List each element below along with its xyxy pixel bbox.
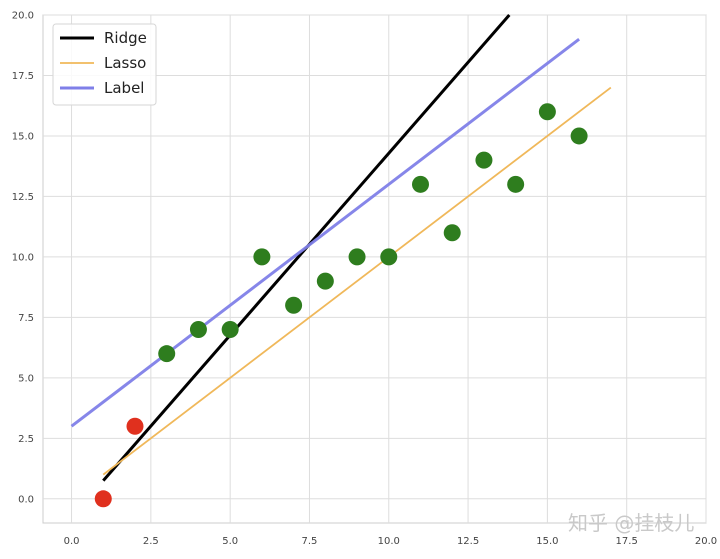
x-tick-label: 15.0 bbox=[536, 536, 558, 547]
series-lines bbox=[70, 14, 612, 482]
data-point bbox=[475, 151, 493, 169]
x-tick-label: 5.0 bbox=[222, 536, 238, 547]
data-point bbox=[316, 272, 334, 290]
data-point bbox=[538, 103, 556, 121]
x-tick-label: 7.5 bbox=[302, 536, 318, 547]
data-point bbox=[348, 248, 366, 266]
legend-label-label: Label bbox=[104, 79, 144, 97]
y-axis-ticks: 0.0 2.5 5.0 7.5 10.0 12.5 15.0 17.5 20.0 bbox=[12, 11, 34, 506]
x-tick-label: 2.5 bbox=[143, 536, 159, 547]
y-tick-label: 7.5 bbox=[18, 313, 34, 324]
data-point bbox=[189, 320, 207, 338]
legend-box bbox=[52, 23, 157, 106]
data-point bbox=[126, 417, 144, 435]
data-point bbox=[94, 490, 112, 508]
data-point bbox=[285, 296, 303, 314]
legend: Ridge Lasso Label bbox=[52, 23, 157, 106]
x-tick-label: 10.0 bbox=[378, 536, 400, 547]
y-tick-label: 2.5 bbox=[18, 434, 34, 445]
y-tick-label: 12.5 bbox=[12, 192, 34, 203]
series-line-lasso bbox=[102, 86, 612, 476]
legend-label-lasso: Lasso bbox=[104, 54, 146, 72]
x-axis-ticks: 0.0 2.5 5.0 7.5 10.0 12.5 15.0 17.5 20.0 bbox=[64, 536, 718, 547]
data-point bbox=[507, 175, 525, 193]
series-line-label bbox=[70, 37, 581, 428]
x-tick-label: 12.5 bbox=[457, 536, 479, 547]
x-tick-label: 20.0 bbox=[695, 536, 717, 547]
data-point bbox=[411, 175, 429, 193]
y-tick-label: 5.0 bbox=[18, 373, 34, 384]
data-point bbox=[380, 248, 398, 266]
y-tick-label: 17.5 bbox=[12, 71, 34, 82]
y-tick-label: 20.0 bbox=[12, 11, 34, 22]
data-point bbox=[158, 345, 176, 363]
watermark-text: 知乎 @挂枝儿 bbox=[568, 511, 694, 535]
legend-label-ridge: Ridge bbox=[104, 29, 147, 47]
data-points bbox=[94, 103, 588, 508]
data-point bbox=[221, 320, 239, 338]
y-tick-label: 10.0 bbox=[12, 252, 34, 263]
data-point bbox=[443, 224, 461, 242]
y-tick-label: 15.0 bbox=[12, 131, 34, 142]
y-tick-label: 0.0 bbox=[18, 494, 34, 505]
x-tick-label: 17.5 bbox=[616, 536, 638, 547]
data-point bbox=[253, 248, 271, 266]
x-tick-label: 0.0 bbox=[64, 536, 80, 547]
data-point bbox=[570, 127, 588, 145]
